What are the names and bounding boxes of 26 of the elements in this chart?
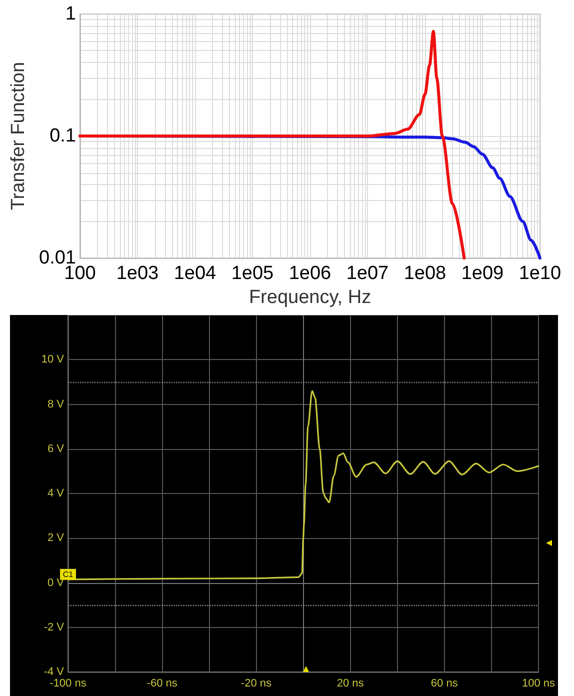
x-tick-label: 1e08 (404, 263, 446, 284)
x-tick-label: -100 ns (50, 678, 87, 690)
x-tick-label: 1e07 (346, 263, 389, 284)
annotation: C1 (62, 570, 74, 579)
x-tick-label: -60 ns (146, 678, 178, 690)
x-axis-title: Frequency, Hz (248, 287, 372, 308)
y-tick-label: 1 (65, 4, 76, 24)
y-tick-label: 0.1 (50, 126, 76, 147)
x-tick-label: 20 ns (336, 678, 364, 690)
y-tick-label: -2 V (44, 621, 65, 634)
x-tick-label: -20 ns (240, 678, 272, 690)
y-tick-label: -4 V (44, 666, 65, 678)
y-tick-label: 4 V (47, 488, 65, 500)
x-tick-label: 1e05 (231, 263, 274, 284)
x-tick-label: 100 ns (522, 678, 556, 690)
x-tick-label: 1e03 (116, 263, 159, 284)
y-axis-title: Transfer Function (8, 62, 29, 210)
y-tick-label: 10 V (41, 354, 65, 366)
x-tick-label: 1e06 (288, 263, 332, 284)
y-tick-label: 6 V (47, 442, 65, 455)
x-tick-label: 60 ns (430, 678, 458, 690)
y-tick-label: 2 V (47, 532, 65, 544)
y-tick-label: 8 V (47, 398, 65, 410)
x-tick-label: 1e09 (461, 263, 504, 284)
x-tick-label: 1e10 (518, 263, 562, 284)
x-tick-label: 1e04 (174, 263, 217, 284)
